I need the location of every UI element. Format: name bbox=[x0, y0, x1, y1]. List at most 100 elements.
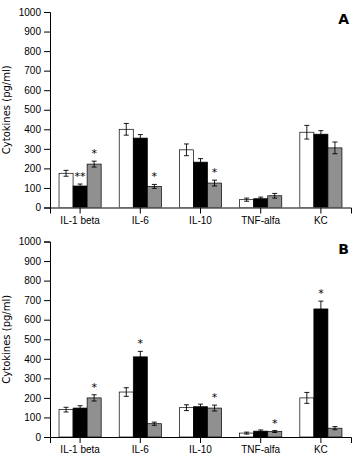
y-tick: 900 bbox=[24, 256, 50, 267]
y-tick: 900 bbox=[24, 26, 50, 37]
y-tick-mark bbox=[44, 437, 50, 438]
y-tick-label: 100 bbox=[24, 412, 41, 423]
bar bbox=[268, 432, 282, 437]
x-tick-label: IL-6 bbox=[132, 444, 150, 455]
x-tick: IL-1 beta bbox=[60, 208, 100, 226]
y-tick: 300 bbox=[24, 373, 50, 384]
x-tick: KC bbox=[314, 437, 328, 455]
y-tick-label: 300 bbox=[24, 144, 41, 155]
error-bar bbox=[258, 430, 263, 432]
bar bbox=[179, 150, 193, 208]
annotation: ** bbox=[75, 170, 87, 183]
x-tick: IL-1 beta bbox=[60, 437, 100, 455]
x-tick-label: IL-10 bbox=[189, 215, 212, 226]
error-bar bbox=[198, 159, 203, 166]
y-axis-line bbox=[44, 242, 51, 438]
y-axis: 01002003004005006007008009001000 bbox=[19, 7, 51, 214]
error-bar bbox=[258, 197, 263, 200]
y-tick-label: 800 bbox=[24, 46, 41, 57]
bar bbox=[87, 164, 101, 207]
y-tick-mark bbox=[44, 339, 50, 340]
error-bar bbox=[184, 405, 189, 411]
y-tick-label: 1000 bbox=[19, 236, 42, 247]
y-tick-mark bbox=[44, 281, 50, 282]
error-bar bbox=[92, 395, 97, 401]
y-tick-mark bbox=[44, 320, 50, 321]
bar bbox=[300, 132, 314, 207]
x-tick-mark bbox=[200, 208, 201, 214]
bar bbox=[208, 408, 222, 437]
error-bar bbox=[212, 180, 217, 186]
y-tick-label: 600 bbox=[24, 314, 41, 325]
bar bbox=[119, 129, 133, 207]
x-tick: TNF-alfa bbox=[241, 208, 280, 226]
x-tick-label: TNF-alfa bbox=[241, 215, 280, 226]
x-tick-label: KC bbox=[314, 444, 328, 455]
panel-title: A bbox=[338, 11, 349, 27]
panel-title: B bbox=[338, 241, 349, 257]
panel: 01002003004005006007008009001000IL-1 bet… bbox=[1, 7, 352, 226]
x-tick: IL-6 bbox=[132, 437, 150, 455]
y-tick-mark bbox=[44, 378, 50, 379]
series bbox=[73, 301, 328, 437]
x-tick-mark bbox=[260, 437, 261, 443]
error-bar bbox=[152, 422, 157, 425]
x-tick-mark bbox=[80, 208, 81, 214]
y-axis: 01002003004005006007008009001000 bbox=[19, 236, 51, 443]
annotation: * bbox=[152, 170, 158, 183]
x-axis-line bbox=[51, 438, 352, 444]
y-tick: 1000 bbox=[19, 7, 50, 18]
x-tick-mark bbox=[140, 437, 141, 443]
error-bar bbox=[212, 405, 217, 411]
y-tick: 200 bbox=[24, 163, 50, 174]
y-tick-mark bbox=[44, 261, 50, 262]
y-tick-mark bbox=[44, 359, 50, 360]
bar bbox=[193, 162, 207, 207]
x-tick-label: IL-1 beta bbox=[60, 444, 100, 455]
y-axis-title: Cytokines (pg/ml) bbox=[1, 65, 12, 154]
x-axis: IL-1 beta IL-6 IL-10 TNF-alfa KC bbox=[51, 208, 352, 226]
y-tick-label: 0 bbox=[35, 432, 41, 443]
y-tick-label: 900 bbox=[24, 256, 41, 267]
series bbox=[87, 142, 342, 207]
y-tick-mark bbox=[44, 188, 50, 189]
y-tick: 700 bbox=[24, 295, 50, 306]
x-tick-mark bbox=[140, 208, 141, 214]
plot-area bbox=[59, 301, 342, 437]
bar bbox=[133, 357, 147, 437]
x-axis-line bbox=[51, 208, 352, 214]
error-bar bbox=[332, 427, 337, 430]
y-tick: 600 bbox=[24, 85, 50, 96]
bar bbox=[119, 392, 133, 437]
x-tick: IL-6 bbox=[132, 208, 150, 226]
y-tick-mark bbox=[44, 242, 50, 243]
y-tick-label: 200 bbox=[24, 393, 41, 404]
error-bar bbox=[304, 125, 309, 139]
x-tick-label: KC bbox=[314, 215, 328, 226]
bar bbox=[59, 410, 73, 437]
error-bar bbox=[78, 184, 83, 188]
series bbox=[59, 388, 314, 437]
bar bbox=[240, 433, 254, 437]
y-tick: 100 bbox=[24, 412, 50, 423]
plot-area bbox=[59, 123, 342, 207]
error-bar bbox=[184, 144, 189, 156]
x-tick: IL-10 bbox=[189, 437, 212, 455]
y-tick-mark bbox=[44, 90, 50, 91]
bar bbox=[193, 407, 207, 437]
bar bbox=[73, 186, 87, 208]
y-tick: 200 bbox=[24, 393, 50, 404]
error-bar bbox=[138, 351, 143, 362]
error-bar bbox=[124, 123, 129, 135]
annotations: ***** bbox=[91, 287, 324, 429]
error-bar bbox=[198, 404, 203, 409]
annotation: * bbox=[212, 166, 218, 179]
y-tick-label: 800 bbox=[24, 275, 41, 286]
x-axis: IL-1 betaIL-6IL-10TNF-alfaKC bbox=[51, 437, 352, 455]
series bbox=[73, 131, 328, 208]
y-tick-mark bbox=[44, 208, 50, 209]
bar bbox=[87, 398, 101, 437]
x-tick-mark bbox=[320, 437, 321, 443]
bar bbox=[73, 408, 87, 437]
annotation: * bbox=[272, 417, 278, 430]
